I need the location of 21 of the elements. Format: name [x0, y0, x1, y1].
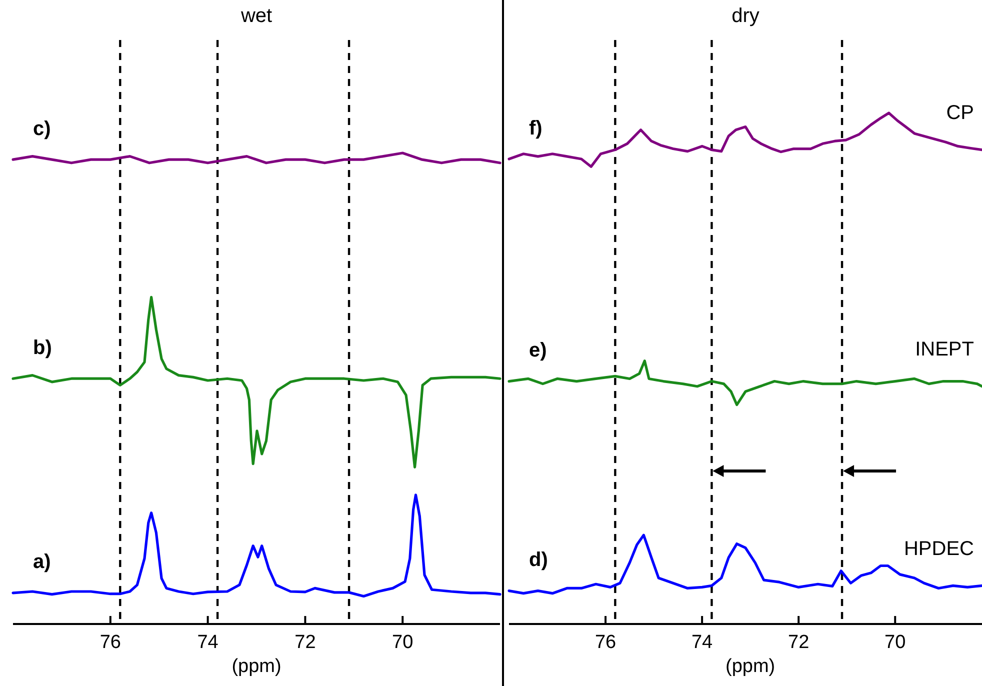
annotation: b) [33, 336, 52, 359]
x-tick-label: 72 [788, 632, 810, 653]
x-tick-label: 74 [691, 632, 714, 653]
x-tick-label: 74 [197, 632, 219, 653]
x-tick-label: 76 [594, 632, 616, 653]
annotation: a) [33, 551, 51, 574]
x-axis-title: (ppm) [726, 656, 776, 677]
annotation: d) [529, 549, 548, 572]
x-tick-label: 70 [884, 632, 906, 653]
x-tick-label: 70 [392, 632, 414, 653]
x-tick-label: 72 [294, 632, 316, 653]
chart-title: dry [732, 5, 760, 27]
annotation: f) [529, 117, 542, 140]
x-axis-title: (ppm) [232, 656, 282, 677]
x-tick-label: 76 [100, 632, 121, 653]
annotation: e) [529, 340, 547, 362]
text: c) [33, 118, 51, 140]
annotation: CP [946, 102, 974, 124]
chart-title: wet [240, 5, 273, 27]
annotation: HPDEC [904, 538, 974, 560]
annotation: INEPT [915, 338, 974, 361]
